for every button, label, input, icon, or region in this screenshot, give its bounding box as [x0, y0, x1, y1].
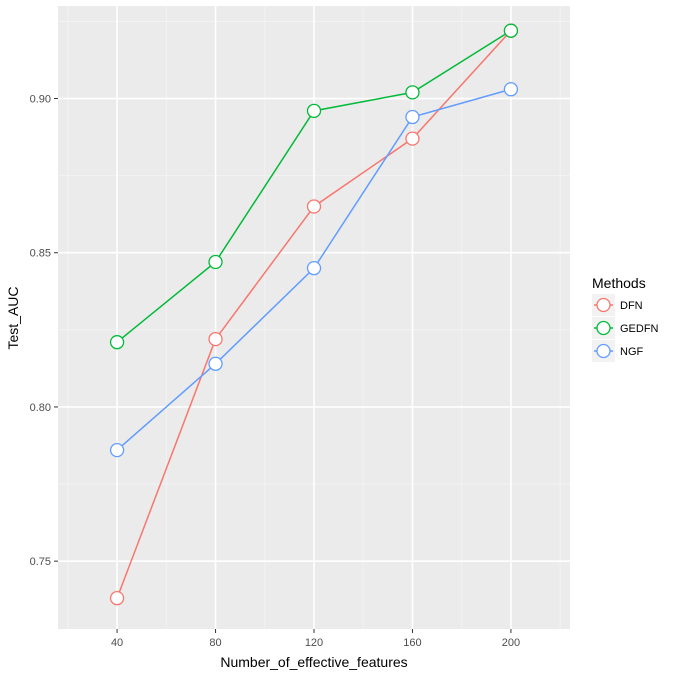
legend-label-dfn: DFN — [620, 300, 643, 312]
y-tick-label: 0.75 — [30, 556, 51, 568]
legend-label-ngf: NGF — [620, 346, 644, 358]
data-point-dfn — [306, 199, 322, 214]
legend-marker-gedfn — [596, 320, 611, 336]
legend: Methods DFN GEDFN NGF — [592, 275, 659, 362]
data-point-gedfn — [208, 254, 223, 270]
x-tick-label: 160 — [403, 637, 421, 649]
data-point-ngf — [405, 109, 420, 125]
data-point-ngf — [306, 261, 322, 276]
data-point-dfn — [405, 131, 420, 146]
data-point-gedfn — [306, 103, 322, 119]
legend-title: Methods — [592, 275, 646, 291]
data-point-dfn — [208, 331, 223, 347]
data-point-dfn — [109, 591, 125, 606]
y-tick-label: 0.80 — [30, 402, 51, 414]
y-axis: 0.75 0.80 0.85 0.90 — [30, 94, 58, 568]
major-gridlines — [58, 6, 570, 629]
y-axis-title: Test_AUC — [5, 286, 21, 349]
data-point-gedfn — [503, 23, 519, 38]
x-tick-label: 200 — [502, 637, 520, 649]
data-point-ngf — [503, 82, 519, 97]
legend-marker-ngf — [596, 343, 611, 359]
legend-label-gedfn: GEDFN — [620, 323, 659, 335]
data-point-ngf — [109, 442, 125, 458]
x-tick-label: 40 — [111, 637, 123, 649]
y-tick-label: 0.90 — [30, 94, 51, 106]
x-axis-title: Number_of_effective_features — [220, 654, 407, 670]
x-tick-label: 120 — [305, 637, 323, 649]
x-tick-label: 80 — [209, 637, 221, 649]
y-tick-label: 0.85 — [30, 248, 51, 260]
data-point-gedfn — [405, 85, 420, 100]
x-axis: 40 80 120 160 200 — [111, 629, 520, 649]
data-point-ngf — [208, 356, 223, 371]
legend-marker-dfn — [596, 297, 611, 313]
series-layer — [109, 23, 519, 606]
data-point-gedfn — [109, 335, 125, 350]
